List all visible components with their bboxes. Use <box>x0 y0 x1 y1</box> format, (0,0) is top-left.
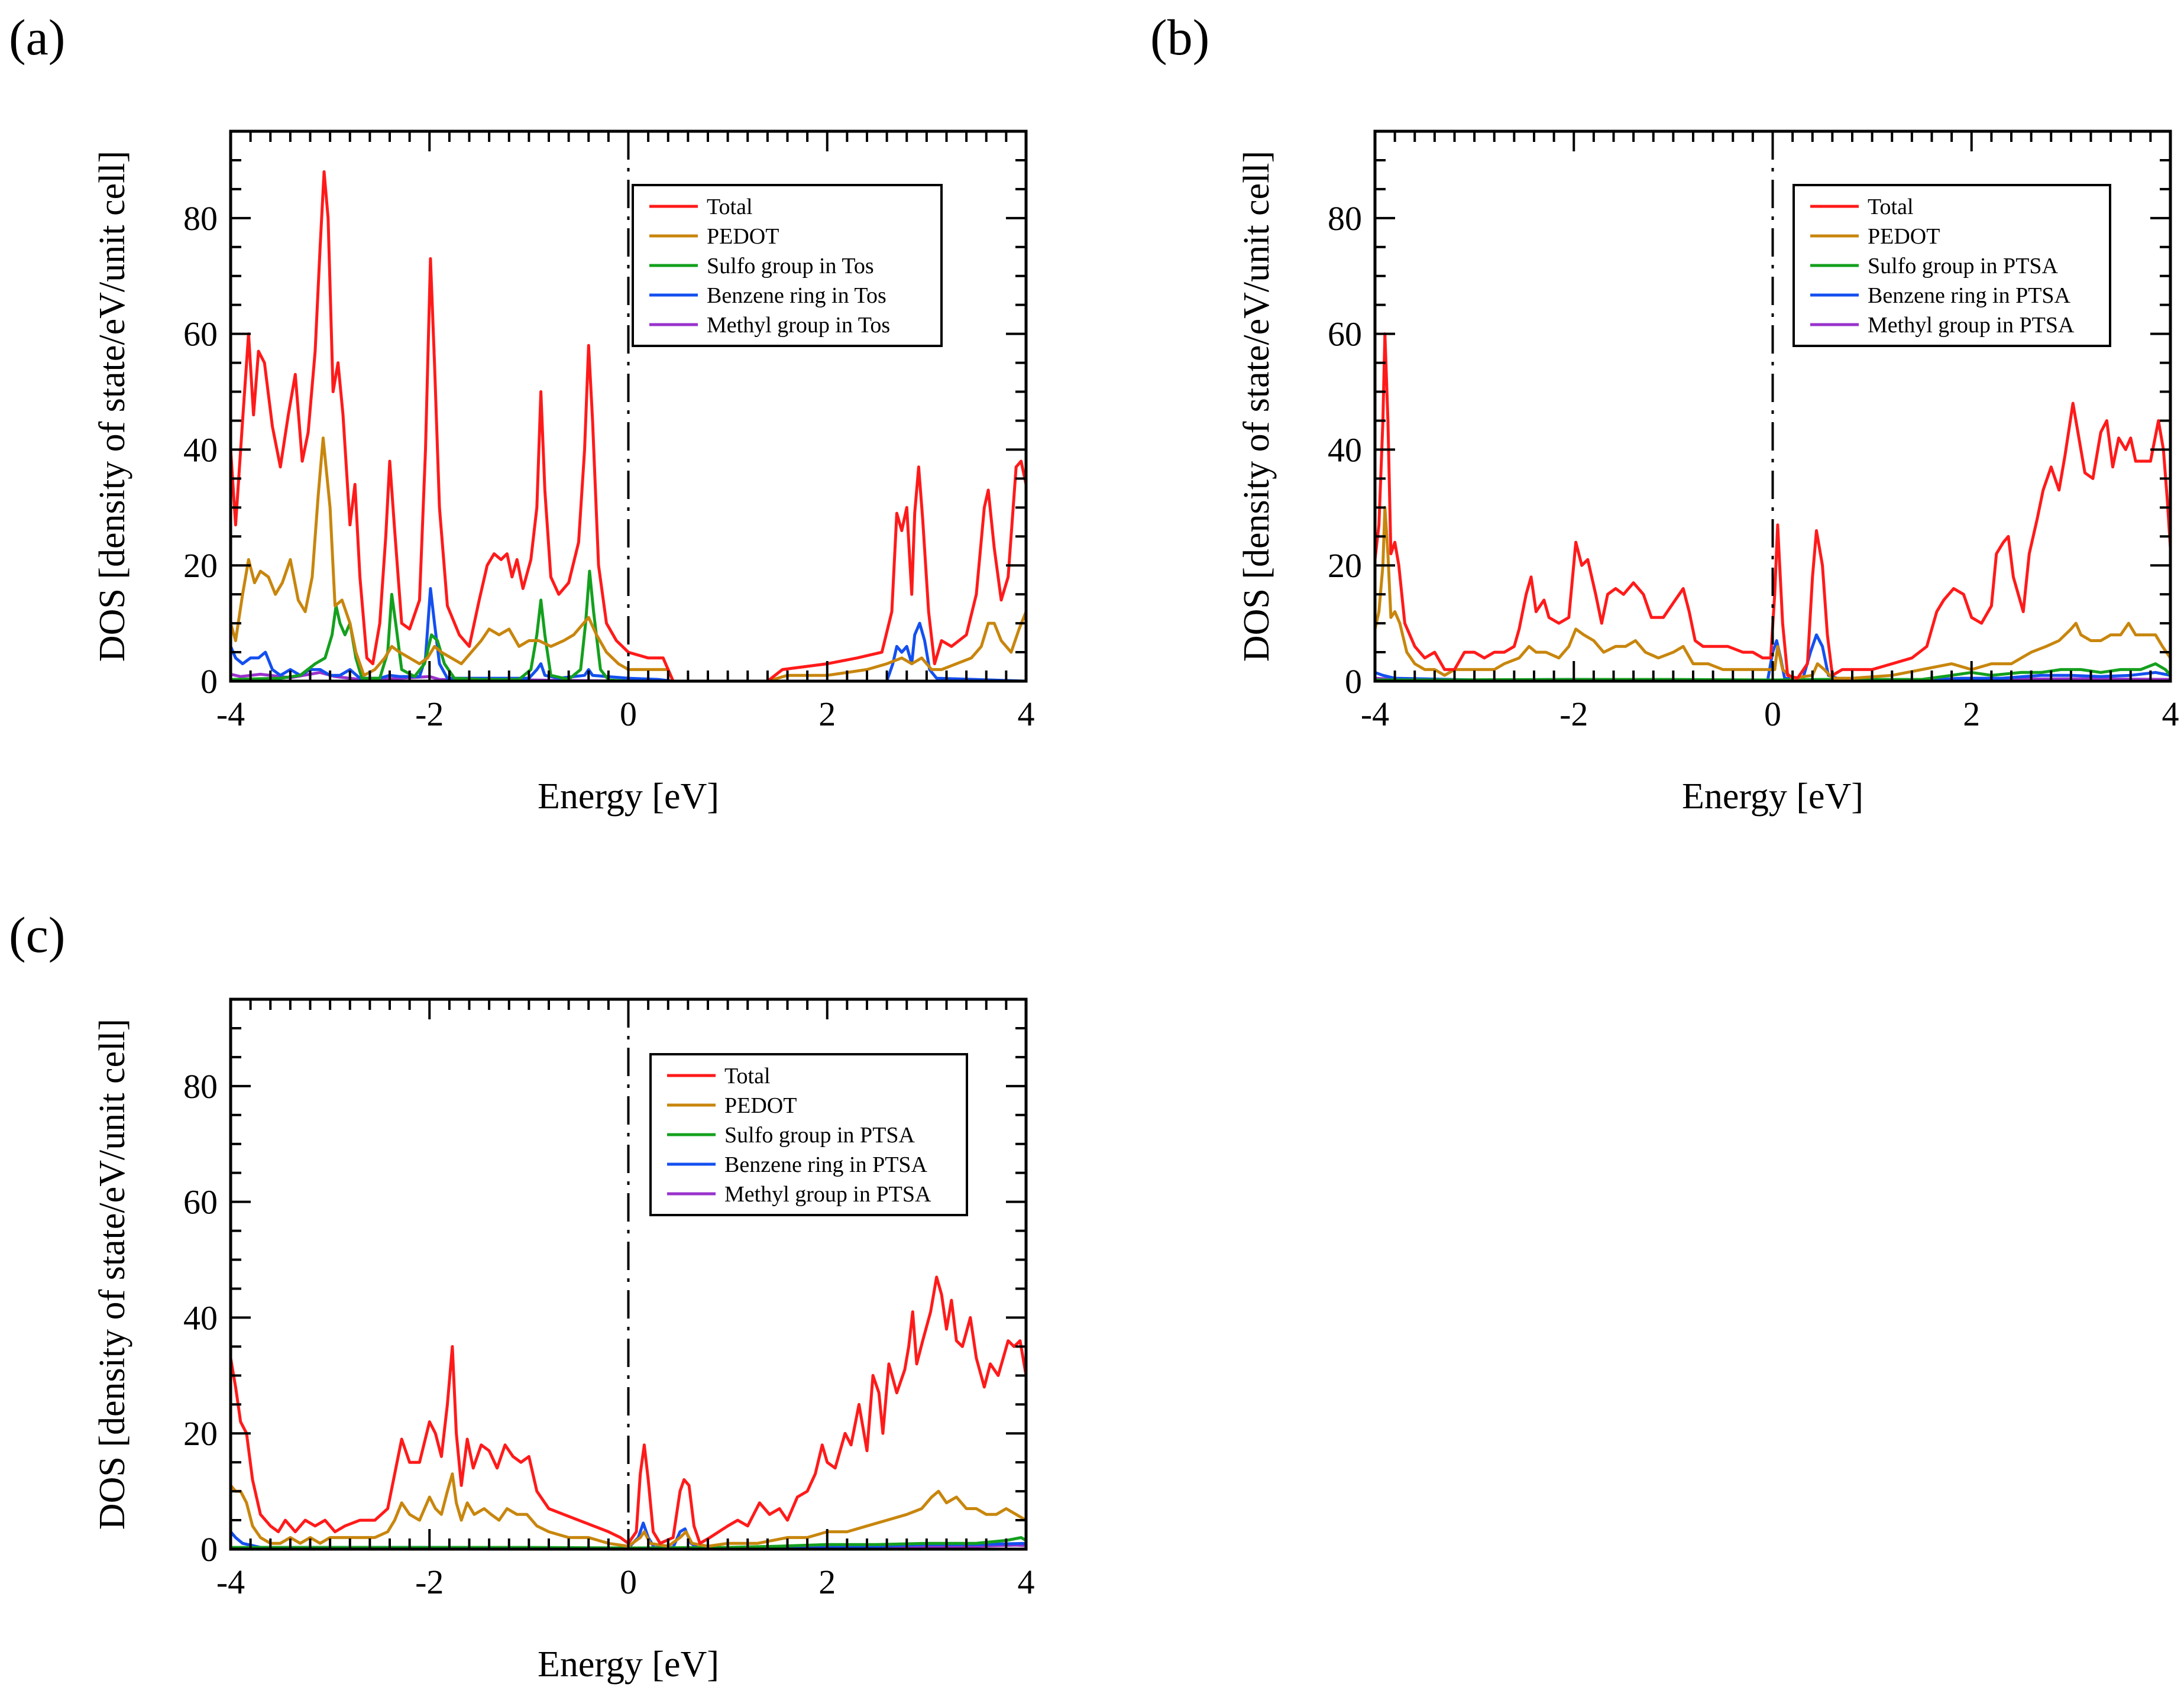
panel-b-series-pedot <box>1373 506 2172 680</box>
panel-a-series-sulfo-group-in-tos <box>230 569 1026 683</box>
panel-c-y-tick-label: 20 <box>183 1414 218 1453</box>
panel-c-legend: Total PEDOT Sulfo group in PTSA Benzene rin… <box>649 1053 968 1216</box>
panel-b-y-tick-label: 20 <box>1328 546 1362 585</box>
panel-b-legend-label: PEDOT <box>1868 224 1940 249</box>
panel-c-y-tick-label: 80 <box>183 1067 218 1106</box>
panel-c-legend-label: PEDOT <box>724 1093 797 1118</box>
panel-c-x-axis-title: Energy [eV] <box>538 1644 719 1685</box>
panel-a-y-tick-label: 40 <box>183 430 218 469</box>
panel-c-legend-label: Total <box>724 1064 771 1089</box>
panel-a-y-tick-label: 60 <box>183 315 218 354</box>
panel-b-x-tick-label: 4 <box>2162 695 2179 733</box>
panel-b-x-tick-label: 0 <box>1764 695 1781 733</box>
panel-c-x-tick-label: -4 <box>216 1563 245 1601</box>
panel-a-y-tick-label: 0 <box>200 662 218 701</box>
panel-a-x-tick-label: -2 <box>415 695 444 733</box>
panel-c-x-tick-label: 2 <box>818 1563 836 1601</box>
panel-c-label: (c) <box>9 906 65 963</box>
panel-b-x-axis-title: Energy [eV] <box>1682 776 1863 817</box>
panel-b-x-tick-label: -4 <box>1361 695 1389 733</box>
panel-c-x-tick-label: 4 <box>1018 1563 1035 1601</box>
panel-a-x-tick-label: 0 <box>620 695 637 733</box>
panel-b-x-tick-label: -2 <box>1559 695 1588 733</box>
panel-c-y-tick-label: 40 <box>183 1298 218 1337</box>
panel-c-series-pedot <box>229 1472 1027 1548</box>
panel-a-y-tick-label: 80 <box>183 199 218 238</box>
panel-a-legend: Total PEDOT Sulfo group in Tos Benzene ring… <box>632 184 943 347</box>
panel-a-series-total <box>229 170 1028 683</box>
panel-a-x-tick-label: 2 <box>818 695 836 733</box>
panel-a-legend-label: Sulfo group in Tos <box>707 254 874 278</box>
panel-b-y-axis-title: DOS [density of state/eV/unit cell] <box>1237 151 1277 662</box>
panel-c-x-tick-label: -2 <box>415 1563 444 1601</box>
panel-c-legend-label: Sulfo group in PTSA <box>724 1123 915 1148</box>
panel-b-series-sulfo-group-in-ptsa <box>1375 662 2172 682</box>
panel-c-y-axis-title: DOS [density of state/eV/unit cell] <box>92 1019 132 1530</box>
panel-a-x-tick-label: 4 <box>1018 695 1035 733</box>
panel-c-series-sulfo-group-in-ptsa <box>231 1536 1027 1550</box>
panel-b-series-total <box>1373 332 2172 680</box>
panel-c-y-tick-label: 60 <box>183 1183 218 1222</box>
panel-a-legend-label: PEDOT <box>707 224 779 249</box>
panel-b-label: (b) <box>1150 9 1209 66</box>
panel-b-legend-label: Benzene ring in PTSA <box>1868 283 2071 308</box>
panel-a-legend-label: Total <box>707 195 753 219</box>
panel-c-series-total <box>229 1275 1028 1545</box>
panel-a-legend-label: Methyl group in Tos <box>707 313 890 338</box>
panel-b-legend-label: Total <box>1868 195 1914 219</box>
panel-a-series-pedot <box>229 436 1028 683</box>
panel-a-x-tick-label: -4 <box>216 695 245 733</box>
panel-b-legend-label: Sulfo group in PTSA <box>1868 254 2059 278</box>
panel-a-y-axis-title: DOS [density of state/eV/unit cell] <box>92 151 132 662</box>
panel-b-y-tick-label: 60 <box>1328 315 1362 354</box>
panel-b-legend-label: Methyl group in PTSA <box>1868 313 2075 338</box>
panel-a-series-benzene-ring-in-tos <box>229 587 1027 683</box>
panel-a-y-tick-label: 20 <box>183 546 218 585</box>
panel-b-legend: Total PEDOT Sulfo group in PTSA Benzene rin… <box>1793 184 2111 347</box>
panel-c-x-tick-label: 0 <box>620 1563 637 1601</box>
panel-a-label: (a) <box>9 9 65 66</box>
panel-c-legend-label: Benzene ring in PTSA <box>724 1152 928 1177</box>
panel-c-legend-label: Methyl group in PTSA <box>724 1182 931 1207</box>
panel-a-legend-label: Benzene ring in Tos <box>707 283 886 308</box>
panel-b-x-tick-label: 2 <box>1963 695 1980 733</box>
panel-a-x-axis-title: Energy [eV] <box>538 776 719 817</box>
panel-c-y-tick-label: 0 <box>200 1530 218 1569</box>
panel-b-y-tick-label: 40 <box>1328 430 1362 469</box>
panel-b-y-tick-label: 0 <box>1345 662 1362 701</box>
panel-b-y-tick-label: 80 <box>1328 199 1362 238</box>
